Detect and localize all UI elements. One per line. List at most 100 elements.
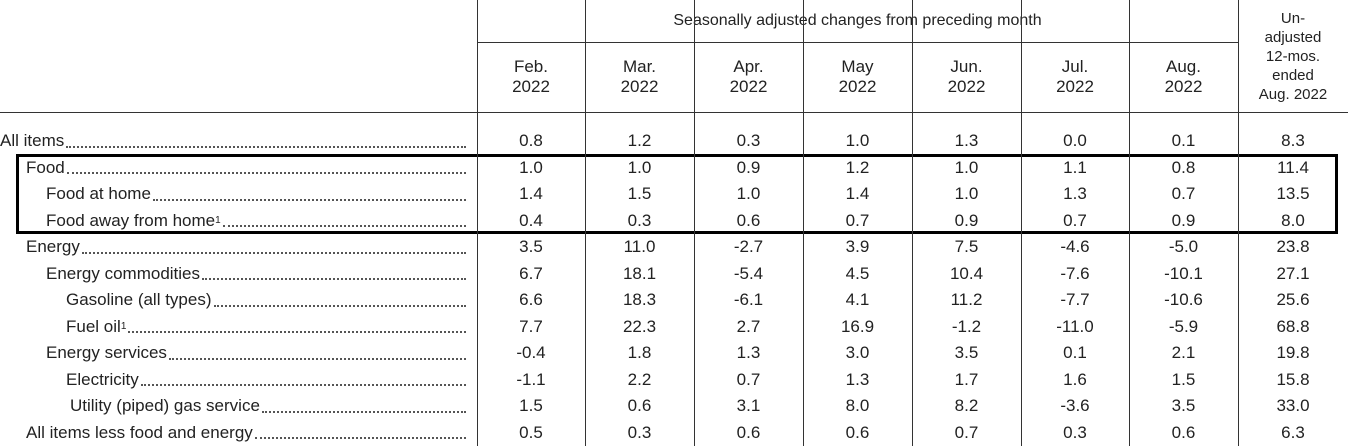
value-cell: 23.8 <box>1276 237 1310 257</box>
value-cell: 0.0 <box>1063 131 1087 151</box>
value-cell: 3.5 <box>519 237 543 257</box>
value-cell: 2.1 <box>1171 343 1196 363</box>
value-cell: 0.6 <box>627 396 652 416</box>
column-header: May 2022 <box>838 57 877 96</box>
column-rule <box>1129 0 1130 446</box>
leader-dots <box>152 198 466 201</box>
value-cell: -4.6 <box>1060 237 1090 257</box>
label-text: Electricity <box>66 369 139 389</box>
value-cell: 8.0 <box>845 396 870 416</box>
value-cell: 1.3 <box>736 343 761 363</box>
value-cell: 0.8 <box>1171 157 1196 177</box>
value-cell: 3.9 <box>845 237 870 257</box>
leader-dots <box>66 172 466 174</box>
value-cell: 27.1 <box>1276 263 1310 283</box>
value-cell: 2.2 <box>627 369 652 389</box>
row-label: Gasoline (all types) <box>66 287 472 314</box>
value-cell: 68.8 <box>1276 316 1310 336</box>
value-cell: 0.9 <box>1171 210 1196 230</box>
value-cell: 1.5 <box>627 184 652 204</box>
label-text: Energy commodities <box>46 263 201 283</box>
unadjusted-title: Un- adjusted 12-mos. ended Aug. 2022 <box>1258 9 1328 103</box>
value-cell: 18.3 <box>622 290 657 310</box>
label-text: Energy services <box>46 343 167 363</box>
value-cell: 11.4 <box>1277 157 1309 177</box>
label-text: All items <box>0 131 65 151</box>
value-cell: 0.7 <box>736 369 761 389</box>
value-cell: 16.9 <box>840 316 875 336</box>
column-rule <box>585 0 586 446</box>
value-cell: 1.2 <box>627 131 652 151</box>
leader-dots <box>128 331 466 333</box>
value-cell: 0.6 <box>736 210 761 230</box>
value-cell: 1.5 <box>1171 369 1196 389</box>
value-cell: 11.0 <box>623 237 656 257</box>
value-cell: 25.6 <box>1276 290 1310 310</box>
column-header: Feb. 2022 <box>512 57 550 96</box>
value-cell: 7.5 <box>954 237 979 257</box>
column-rule <box>803 0 804 446</box>
value-cell: 4.1 <box>845 290 870 310</box>
label-text: All items less food and energy <box>26 422 253 442</box>
value-cell: -1.1 <box>516 369 546 389</box>
row-label: Energy <box>26 234 472 261</box>
column-rule <box>1238 0 1239 446</box>
value-cell: 0.9 <box>954 210 979 230</box>
value-cell: 33.0 <box>1276 396 1310 416</box>
value-cell: -10.6 <box>1164 290 1203 310</box>
row-label: Food <box>26 155 472 182</box>
value-cell: -11.0 <box>1056 316 1094 336</box>
value-cell: 1.0 <box>736 184 761 204</box>
value-cell: 1.8 <box>627 343 652 363</box>
value-cell: 1.7 <box>954 369 979 389</box>
value-cell: 0.6 <box>736 422 761 442</box>
row-label: All items <box>0 128 472 155</box>
value-cell: -5.0 <box>1168 237 1199 257</box>
column-rule <box>477 0 478 446</box>
value-cell: 0.6 <box>1171 422 1196 442</box>
value-cell: 8.2 <box>954 396 979 416</box>
value-cell: 0.3 <box>736 131 761 151</box>
row-label: Food away from home 1 <box>46 208 472 235</box>
value-cell: -3.6 <box>1060 396 1090 416</box>
value-cell: -5.4 <box>733 263 764 283</box>
value-cell: 0.7 <box>845 210 870 230</box>
value-cell: 0.5 <box>519 422 543 442</box>
leader-dots <box>213 304 466 307</box>
label-text: Fuel oil <box>66 316 121 336</box>
label-text: Energy <box>26 237 80 257</box>
label-text: Gasoline (all types) <box>66 290 212 310</box>
value-cell: 8.0 <box>1281 210 1305 230</box>
value-cell: 19.8 <box>1276 343 1310 363</box>
value-cell: 7.7 <box>519 316 543 336</box>
row-label: Fuel oil 1 <box>66 314 472 341</box>
column-header: Apr. 2022 <box>729 57 768 96</box>
value-cell: 11.2 <box>950 290 983 310</box>
leader-dots <box>261 410 466 413</box>
value-cell: 1.0 <box>627 157 652 177</box>
leader-dots <box>168 357 466 360</box>
row-label: Energy commodities <box>46 261 472 288</box>
row-label: Utility (piped) gas service <box>70 393 472 420</box>
leader-dots <box>66 145 466 148</box>
value-cell: 0.3 <box>627 210 652 230</box>
highlight-box <box>16 154 1338 234</box>
value-cell: 0.4 <box>519 210 543 230</box>
value-cell: 1.4 <box>519 184 543 204</box>
row-label: All items less food and energy <box>26 420 472 446</box>
value-cell: 3.0 <box>845 343 870 363</box>
value-cell: 6.7 <box>519 263 543 283</box>
leader-dots <box>254 437 466 439</box>
column-header: Aug. 2022 <box>1164 57 1203 96</box>
value-cell: -5.9 <box>1168 316 1199 336</box>
column-header: Mar. 2022 <box>620 57 659 96</box>
value-cell: 8.3 <box>1281 131 1305 151</box>
value-cell: 4.5 <box>845 263 870 283</box>
row-label: Food at home <box>46 181 472 208</box>
value-cell: 1.3 <box>845 369 870 389</box>
value-cell: 0.3 <box>627 422 652 442</box>
leader-dots <box>222 225 466 227</box>
footnote-mark: 1 <box>215 215 221 227</box>
value-cell: 1.0 <box>845 131 870 151</box>
